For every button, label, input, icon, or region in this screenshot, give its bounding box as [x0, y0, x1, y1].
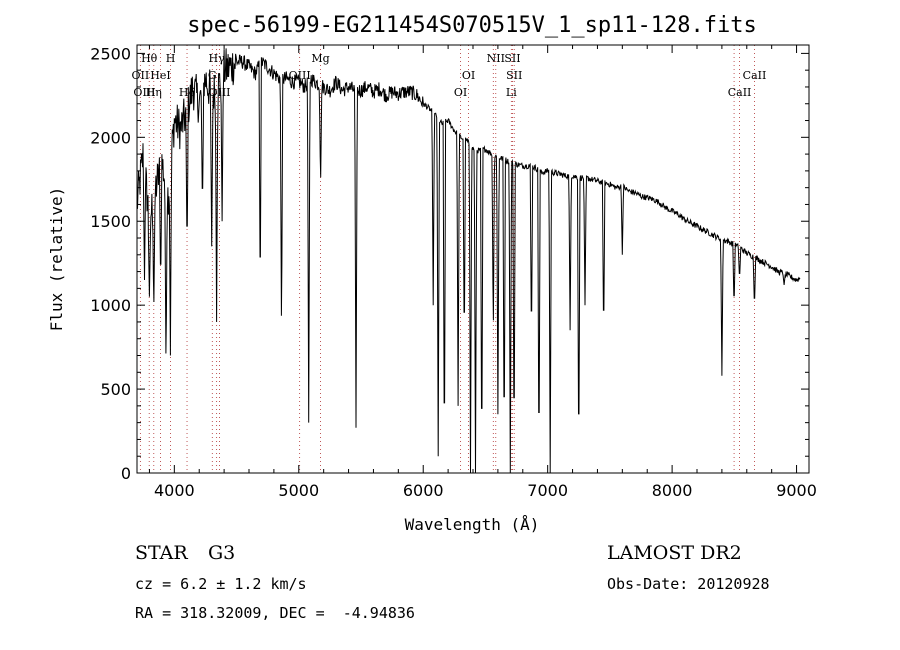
redshift-cz: cz = 6.2 ± 1.2 km/s: [135, 575, 307, 593]
marker-label: HeI: [150, 69, 170, 82]
marker-label: Li: [506, 86, 517, 99]
marker-label: G: [208, 69, 217, 82]
marker-label: Hγ: [209, 52, 226, 65]
marker-label: H: [166, 52, 176, 65]
marker-label: CaII: [728, 86, 752, 99]
x-tick-label: 6000: [403, 481, 444, 500]
marker-label: OI: [454, 86, 467, 99]
y-tick-label: 1000: [90, 296, 131, 315]
marker-label: Mg: [311, 52, 329, 65]
marker-label: NII: [487, 52, 505, 65]
marker-label: CaII: [743, 69, 767, 82]
spectrum-line: [136, 48, 801, 474]
y-tick-label: 1500: [90, 212, 131, 231]
x-tick-label: 7000: [527, 481, 568, 500]
marker-label: Hθ: [141, 52, 158, 65]
y-tick-label: 2500: [90, 44, 131, 63]
y-tick-label: 500: [100, 380, 131, 399]
chart-title: spec-56199-EG211454S070515V_1_sp11-128.f…: [187, 13, 757, 38]
y-axis-label: Flux (relative): [47, 187, 66, 332]
survey-name: LAMOST DR2: [607, 542, 742, 564]
tick-group: 4000 5000 6000 7000 8000 9000 0 500 1000 1500 2000…: [90, 44, 817, 500]
plot-frame: [136, 44, 810, 474]
x-tick-label: 9000: [776, 481, 817, 500]
marker-label: OI: [462, 69, 475, 82]
marker-label: SII: [504, 52, 520, 65]
marker-label: SII: [506, 69, 522, 82]
y-tick-label: 2000: [90, 128, 131, 147]
marker-label: OIII: [289, 69, 311, 82]
marker-label: Hη: [146, 86, 162, 99]
x-axis-label: Wavelength (Å): [405, 515, 540, 534]
obs-date: Obs-Date: 20120928: [607, 575, 770, 593]
object-subclass: G3: [208, 542, 236, 564]
marker-label: OIII: [208, 86, 230, 99]
coordinates: RA = 318.32009, DEC = -4.94836: [135, 604, 415, 622]
marker-label: OII: [132, 69, 150, 82]
object-type: STAR: [135, 542, 188, 564]
y-tick-label: 0: [121, 464, 131, 483]
x-tick-label: 8000: [652, 481, 693, 500]
x-tick-label: 5000: [278, 481, 319, 500]
marker-label: OIII: [133, 86, 155, 99]
series-group: [136, 48, 801, 474]
x-tick-label: 4000: [154, 481, 195, 500]
